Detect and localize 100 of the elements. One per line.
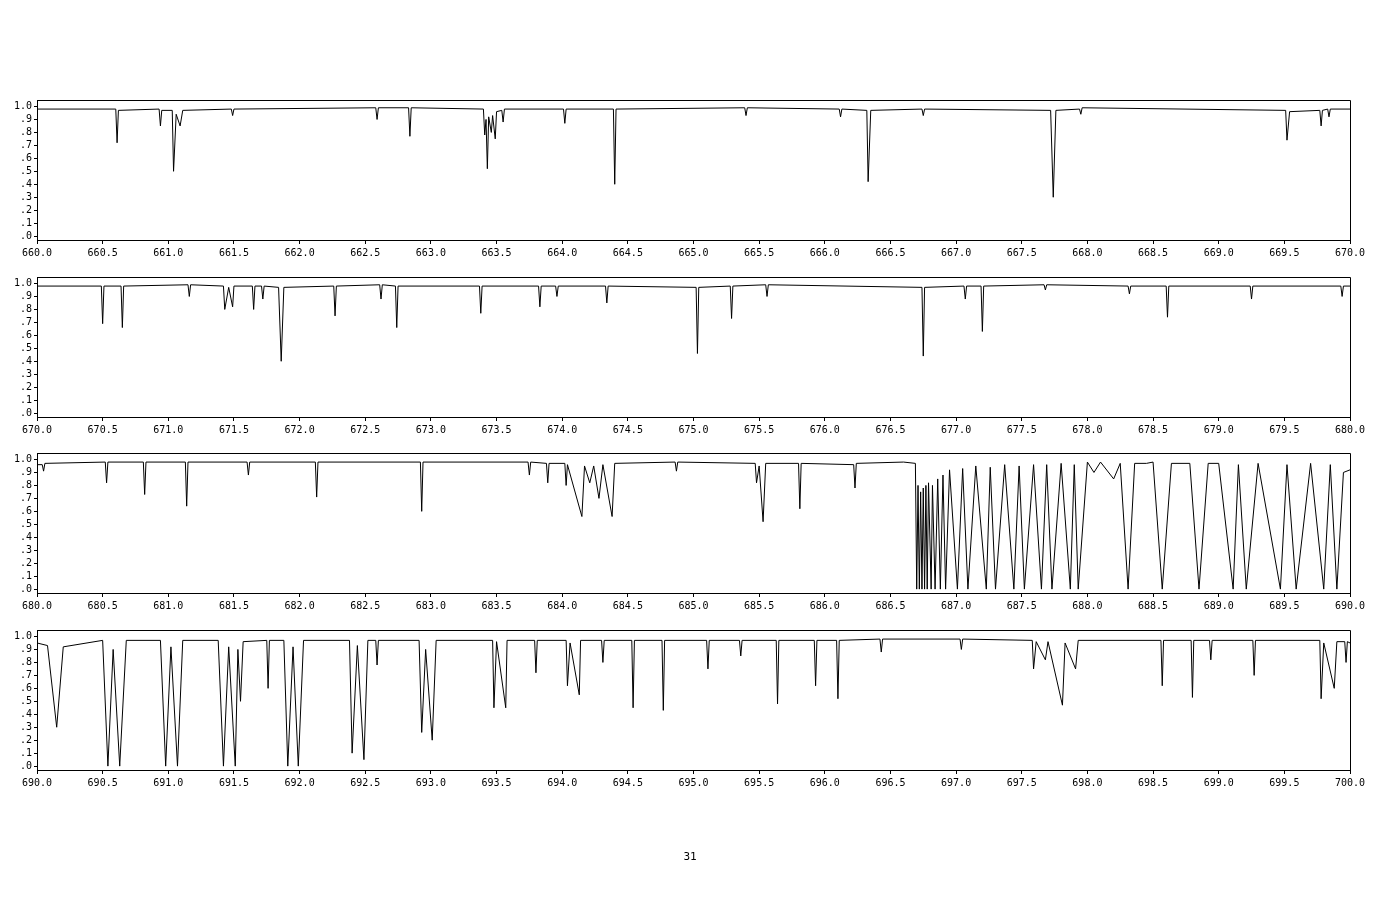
y-tick-label: .0	[19, 406, 32, 418]
y-tick-label: .7	[19, 138, 32, 150]
x-tick-label: 671.0	[153, 423, 184, 435]
x-tick-label: 682.0	[284, 599, 315, 611]
x-tick-label: 682.5	[350, 599, 381, 611]
y-tick-label: .1	[19, 569, 32, 581]
x-tick-label: 699.5	[1269, 776, 1300, 788]
y-tick-label: .4	[19, 530, 32, 542]
y-tick-label: .7	[19, 491, 32, 503]
x-tick-label: 667.0	[941, 246, 972, 258]
y-tick-label: .2	[19, 556, 32, 568]
x-tick-label: 681.5	[218, 599, 249, 611]
y-tick-label: 1.0	[13, 277, 32, 289]
x-tick-label: 698.0	[1072, 776, 1103, 788]
y-tick-label: .1	[19, 393, 32, 405]
x-tick-label: 691.5	[218, 776, 249, 788]
x-tick-label: 694.0	[547, 776, 578, 788]
x-tick-label: 669.0	[1203, 246, 1234, 258]
y-tick-label: 1.0	[13, 100, 32, 112]
x-tick-label: 661.5	[218, 246, 249, 258]
x-tick-label: 662.5	[350, 246, 381, 258]
x-tick-label: 680.0	[21, 599, 53, 611]
x-tick-label: 670.0	[1334, 246, 1366, 258]
x-tick-label: 670.0	[21, 423, 53, 435]
x-tick-label: 675.5	[744, 423, 775, 435]
x-tick-label: 685.5	[744, 599, 775, 611]
y-tick-label: .1	[19, 216, 32, 228]
y-tick-label: .0	[19, 582, 32, 594]
y-tick-label: .4	[19, 354, 32, 366]
y-tick-label: .7	[19, 668, 32, 680]
y-tick-label: .3	[19, 367, 32, 379]
x-tick-label: 685.0	[678, 599, 709, 611]
x-tick-label: 699.0	[1203, 776, 1234, 788]
x-tick-label: 666.5	[875, 246, 906, 258]
y-tick-label: .5	[19, 341, 32, 353]
x-tick-label: 695.5	[744, 776, 775, 788]
x-tick-label: 665.0	[678, 246, 709, 258]
x-tick-label: 672.5	[350, 423, 381, 435]
x-tick-label: 669.5	[1269, 246, 1300, 258]
y-tick-label: .1	[19, 746, 32, 758]
y-tick-label: .2	[19, 203, 32, 215]
y-tick-label: .2	[19, 733, 32, 745]
y-tick-label: 1.0	[13, 630, 32, 642]
x-tick-label: 684.5	[612, 599, 643, 611]
x-tick-label: 670.5	[87, 423, 118, 435]
x-tick-label: 684.0	[547, 599, 578, 611]
x-tick-label: 675.0	[678, 423, 709, 435]
y-tick-label: .6	[19, 681, 32, 693]
y-tick-label: .6	[19, 504, 32, 516]
x-tick-label: 676.0	[809, 423, 840, 435]
x-tick-label: 664.0	[547, 246, 578, 258]
y-tick-label: .3	[19, 543, 32, 555]
x-tick-label: 672.0	[284, 423, 315, 435]
x-tick-label: 678.0	[1072, 423, 1103, 435]
y-tick-label: .9	[19, 466, 32, 478]
x-tick-label: 661.0	[153, 246, 184, 258]
x-tick-label: 660.0	[21, 246, 53, 258]
y-tick-label: .9	[19, 290, 32, 302]
x-tick-label: 678.5	[1138, 423, 1169, 435]
x-tick-label: 698.5	[1138, 776, 1169, 788]
x-tick-label: 690.5	[87, 776, 118, 788]
x-tick-label: 697.5	[1006, 776, 1037, 788]
y-tick-label: .8	[19, 126, 32, 137]
x-tick-label: 692.5	[350, 776, 381, 788]
x-tick-label: 693.5	[481, 776, 512, 788]
y-tick-label: .8	[19, 303, 32, 314]
x-tick-label: 674.5	[612, 423, 643, 435]
y-tick-label: .9	[19, 643, 32, 655]
y-tick-label: .5	[19, 517, 32, 529]
y-tick-label: .4	[19, 707, 32, 719]
x-tick-label: 687.0	[941, 599, 972, 611]
x-tick-label: 689.0	[1203, 599, 1234, 611]
y-tick-label: .3	[19, 720, 32, 732]
y-tick-label: .0	[19, 229, 32, 241]
y-tick-label: .0	[19, 759, 32, 771]
x-tick-label: 690.0	[1334, 599, 1366, 611]
x-tick-label: 680.0	[1334, 423, 1366, 435]
y-tick-label: .5	[19, 164, 32, 176]
y-tick-label: .4	[19, 177, 32, 189]
y-tick-label: .6	[19, 328, 32, 340]
x-tick-label: 687.5	[1006, 599, 1037, 611]
x-tick-label: 683.0	[415, 599, 446, 611]
y-tick-label: 1.0	[13, 453, 32, 465]
x-tick-label: 663.5	[481, 246, 512, 258]
x-tick-label: 696.0	[809, 776, 840, 788]
x-tick-label: 696.5	[875, 776, 906, 788]
x-tick-label: 662.0	[284, 246, 315, 258]
y-tick-label: .5	[19, 694, 32, 706]
x-tick-label: 664.5	[612, 246, 643, 258]
x-tick-label: 668.5	[1138, 246, 1169, 258]
x-tick-label: 660.5	[87, 246, 118, 258]
x-tick-label: 686.0	[809, 599, 840, 611]
y-tick-label: .8	[19, 656, 32, 667]
x-tick-label: 688.5	[1138, 599, 1169, 611]
y-tick-label: .6	[19, 151, 32, 163]
text: 31	[682, 850, 698, 863]
x-tick-label: 681.0	[153, 599, 184, 611]
x-tick-label: 663.0	[415, 246, 446, 258]
x-tick-label: 668.0	[1072, 246, 1103, 258]
x-tick-label: 677.0	[941, 423, 972, 435]
